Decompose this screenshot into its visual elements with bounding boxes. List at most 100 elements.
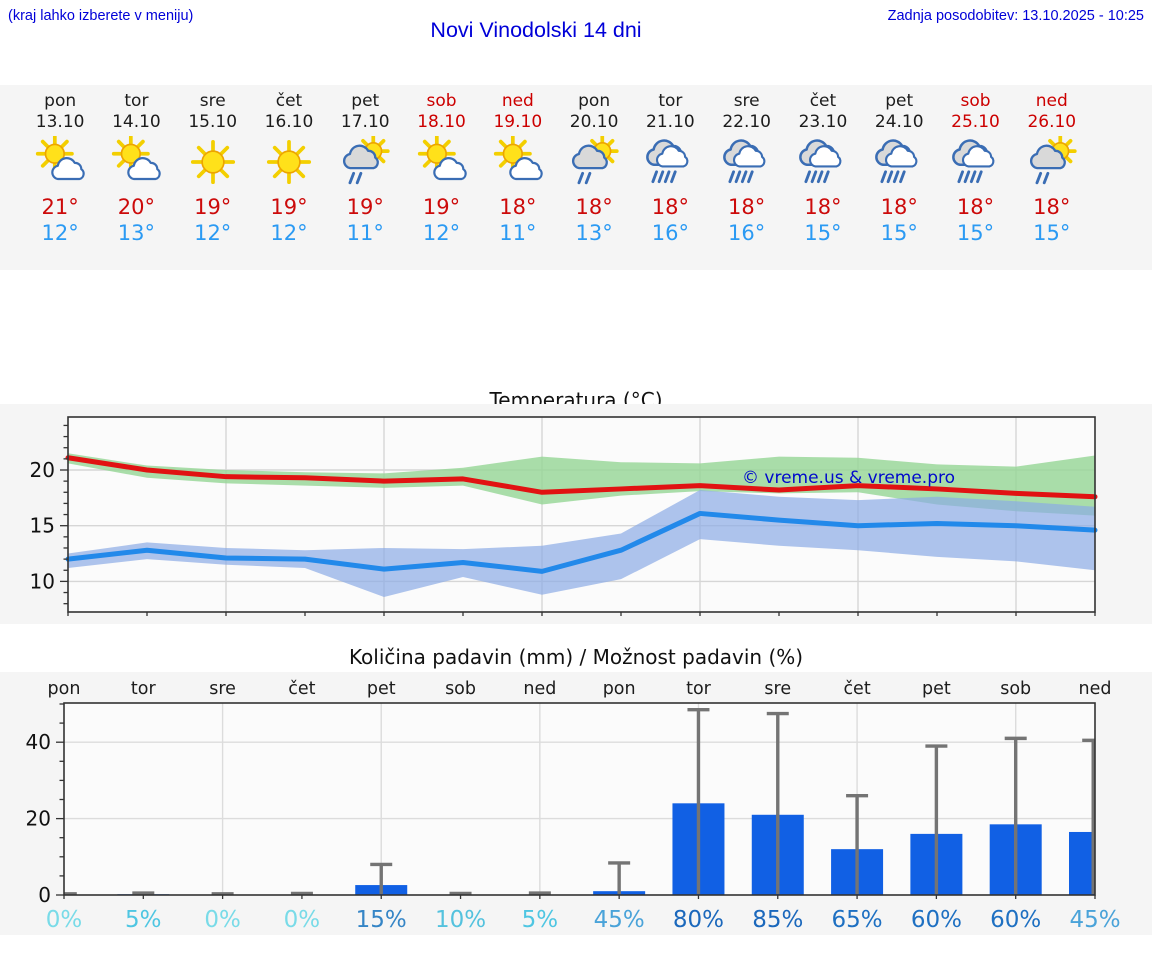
precip-day-label: pet — [922, 679, 951, 699]
low-temp: 13° — [575, 221, 613, 245]
y-axis-labels: 10 15 20 — [30, 458, 55, 593]
precipitation-chart: 0 20 40 pon tor sre čet pet sob ned pon tor sre čet pe… — [26, 679, 1121, 933]
cloud-shape — [656, 145, 689, 168]
day-name: ned — [501, 91, 534, 111]
day-name: ned — [1035, 91, 1068, 111]
precip-day-label: tor — [131, 679, 157, 699]
precip-probability-label: 10% — [435, 907, 486, 933]
day-date: 20.10 — [569, 112, 619, 132]
day-name: pet — [351, 91, 380, 111]
high-temp: 20° — [117, 195, 156, 219]
forecast-day[interactable]: ned 26.10 18° 15° — [1014, 85, 1090, 270]
day-date: 15.10 — [188, 112, 238, 132]
precip-probability-label: 45% — [1069, 907, 1120, 933]
day-date: 13.10 — [35, 112, 85, 132]
low-temp: 15° — [956, 221, 995, 245]
page-title: Novi Vinodolski 14 dni — [430, 18, 642, 42]
high-temp: 18° — [956, 195, 995, 219]
sun-cloud-icon — [493, 136, 543, 181]
rain-streaks — [880, 170, 906, 184]
forecast-day[interactable]: pet 24.10 18° 15° — [861, 85, 937, 270]
forecast-day[interactable]: ned 19.10 18° 11° — [480, 85, 556, 270]
rain-icon — [722, 139, 766, 184]
day-name: pon — [44, 91, 77, 111]
forecast-day[interactable]: sob 25.10 18° 15° — [937, 85, 1013, 270]
precip-day-label: sob — [445, 679, 476, 699]
precip-probability-labels: 0% 5% 0% 0% 15% 10% 5% 45% 80% 85% 65% 60% 60% 45% — [46, 907, 1121, 933]
rain-icon — [951, 139, 994, 184]
sun-cloud-icon — [112, 136, 162, 181]
forecast-day[interactable]: tor 14.10 20° 13° — [98, 85, 174, 270]
precip-probability-label: 5% — [125, 907, 162, 933]
forecast-day[interactable]: pon 20.10 18° 13° — [556, 85, 632, 270]
day-date: 17.10 — [340, 112, 390, 132]
low-temp: 15° — [1033, 221, 1071, 245]
max-temp-range — [68, 453, 1095, 516]
sun-rain-icon — [572, 136, 619, 185]
cloud-shape — [572, 144, 609, 170]
day-date: 26.10 — [1027, 112, 1077, 132]
sun-icon — [266, 139, 312, 185]
rain-icon — [799, 139, 842, 184]
precip-probability-label: 15% — [356, 907, 407, 933]
sun-shape — [493, 136, 532, 173]
forecast-day[interactable]: pon 13.10 21° 12° — [22, 85, 98, 270]
precip-day-label: sob — [1000, 679, 1031, 699]
cloud-shape — [885, 145, 918, 168]
high-temp: 21° — [41, 195, 79, 219]
precipitation-chart-title: Količina padavin (mm) / Možnost padavin … — [348, 645, 804, 669]
y-tick-label: 40 — [26, 730, 51, 754]
precip-probability-label: 80% — [673, 907, 724, 933]
sun-cloud-icon — [36, 136, 85, 181]
high-temp: 18° — [651, 195, 689, 219]
forecast-day[interactable]: čet 23.10 18° 15° — [785, 85, 861, 270]
day-name: tor — [658, 91, 683, 111]
forecast-day[interactable]: sre 15.10 19° 12° — [175, 85, 251, 270]
low-temp: 16° — [651, 221, 689, 245]
high-temp: 19° — [270, 195, 308, 219]
cloud-shape — [732, 145, 766, 168]
axis-ticks — [60, 424, 1096, 616]
rain-icon — [646, 139, 689, 184]
y-tick-label: 0 — [38, 883, 51, 907]
high-temp: 19° — [346, 195, 384, 219]
precip-bars — [117, 803, 1095, 895]
precip-day-label: pon — [48, 679, 81, 699]
max-temp-line — [65, 455, 1098, 500]
rain-streaks — [651, 170, 678, 184]
high-temp: 19° — [194, 195, 232, 219]
forecast-day[interactable]: čet 16.10 19° 12° — [251, 85, 327, 270]
day-name: tor — [124, 91, 149, 111]
forecast-day[interactable]: pet 17.10 19° 11° — [327, 85, 403, 270]
y-axis-labels: 0 20 40 — [26, 730, 51, 907]
temperature-section: Temperatura (°C) 10 15 20 © vreme.us & vre… — [0, 388, 1152, 628]
forecast-days: pon 13.10 21° 12° tor 14.10 20° 13° sre 15.10 19° 1… — [22, 85, 1090, 270]
forecast-day[interactable]: sre 22.10 18° 16° — [709, 85, 785, 270]
high-temp: 18° — [499, 195, 537, 219]
precip-probability-label: 0% — [46, 907, 83, 933]
day-date: 14.10 — [112, 112, 161, 132]
day-name: čet — [275, 91, 303, 111]
min-temp-line — [65, 510, 1098, 574]
cloud-shape — [1029, 144, 1066, 170]
cloud-shape — [509, 157, 543, 181]
high-temp: 18° — [575, 195, 613, 219]
y-tick-label: 10 — [30, 569, 55, 593]
location-menu-note: (kraj lahko izberete v meniju) — [8, 8, 194, 24]
sun-shape — [266, 139, 312, 185]
day-date: 21.10 — [646, 112, 695, 132]
cloud-shape — [432, 157, 467, 181]
sun-cloud-icon — [417, 136, 467, 181]
sun-icon — [190, 139, 235, 185]
day-name: sre — [733, 91, 760, 111]
rain-streaks — [577, 171, 592, 185]
forecast-day[interactable]: sob 18.10 19° 12° — [403, 85, 479, 270]
precip-probability-label: 5% — [522, 907, 559, 933]
high-temp: 19° — [422, 195, 461, 219]
high-temp: 18° — [880, 195, 918, 219]
precip-day-label: ned — [523, 679, 556, 699]
precip-whiskers — [64, 708, 1095, 895]
low-temp: 12° — [41, 221, 79, 245]
watermark-link[interactable]: © vreme.us & vreme.pro — [742, 468, 956, 488]
forecast-day[interactable]: tor 21.10 18° 16° — [632, 85, 708, 270]
